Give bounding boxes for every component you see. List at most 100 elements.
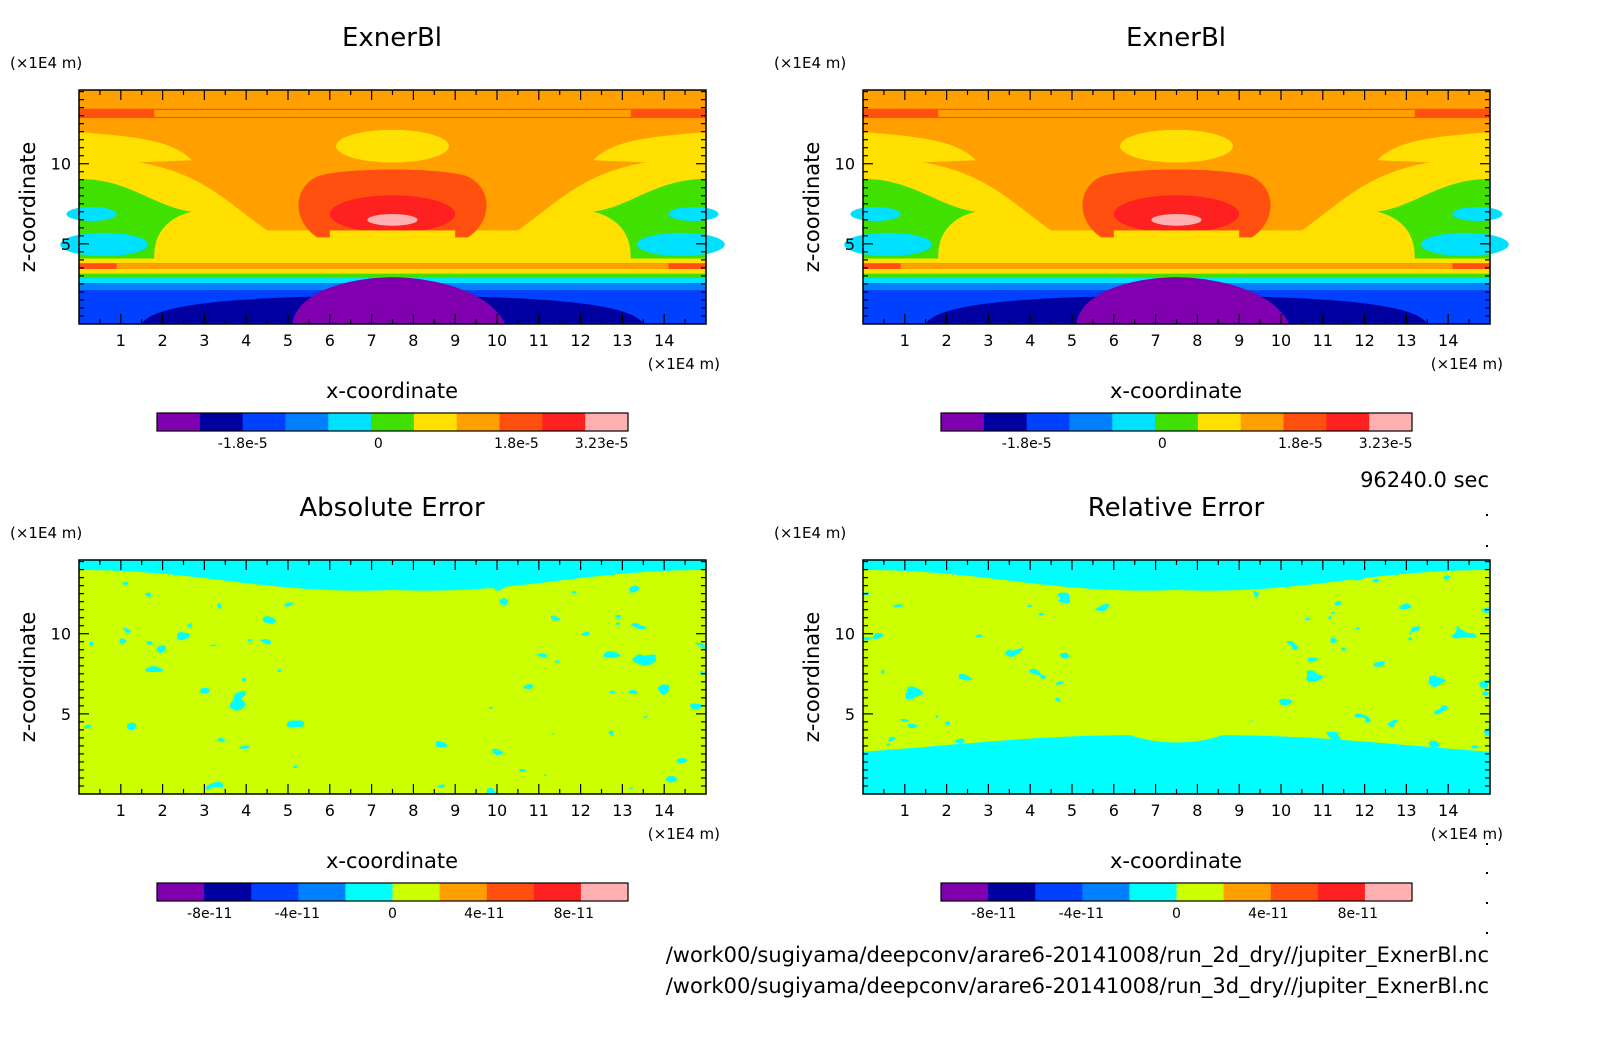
colorbar-swatch bbox=[1317, 883, 1366, 901]
x-tick-label: 9 bbox=[450, 801, 460, 820]
x-tick-label: 11 bbox=[1313, 801, 1333, 820]
colorbar-swatch bbox=[988, 883, 1036, 901]
colorbar-swatch bbox=[328, 413, 372, 431]
colorbar-label: -1.8e-5 bbox=[218, 436, 268, 452]
colorbar-swatch bbox=[941, 413, 985, 431]
x-unit-label: (×1E4 m) bbox=[1431, 825, 1503, 843]
field-band bbox=[593, 132, 706, 165]
field-band bbox=[938, 109, 1415, 117]
colorbar-swatch bbox=[1240, 413, 1285, 431]
colorbar-frame bbox=[156, 412, 629, 432]
colorbar-frame bbox=[940, 412, 1413, 432]
file-path-2: /work00/sugiyama/deepconv/arare6-2014100… bbox=[666, 974, 1489, 999]
x-tick-label: 1 bbox=[116, 801, 126, 820]
x-tick-label: 5 bbox=[1067, 331, 1077, 350]
colorbar: -1.8e-5 0 1.8e-5 3.23e-5 bbox=[940, 412, 1413, 452]
y-tick-label: 10 bbox=[835, 625, 855, 644]
field-band bbox=[1421, 232, 1509, 257]
colorbar-label: 0 bbox=[388, 906, 397, 922]
field-band bbox=[1377, 132, 1490, 165]
x-tick-label: 6 bbox=[1109, 801, 1119, 820]
colorbar: -1.8e-5 0 1.8e-5 3.23e-5 bbox=[156, 412, 629, 452]
field-band bbox=[863, 157, 1490, 273]
colorbar-label: 4e-11 bbox=[464, 906, 504, 922]
colorbar-swatch bbox=[1223, 883, 1272, 901]
error-field bbox=[1069, 592, 1284, 743]
field-band bbox=[292, 277, 506, 324]
field-band bbox=[329, 230, 456, 238]
panel-bottom-right: Relative Error (×1E4 m) (×1E4 m) x-coord… bbox=[774, 493, 1503, 873]
x-tick-label: 2 bbox=[942, 331, 952, 350]
colorbar-swatch bbox=[199, 413, 244, 431]
time-label: 96240.0 sec bbox=[1360, 468, 1489, 492]
x-tick-label: 3 bbox=[199, 331, 209, 350]
file-path-1: /work00/sugiyama/deepconv/arare6-2014100… bbox=[666, 943, 1489, 968]
panel-title: Absolute Error bbox=[299, 493, 485, 523]
colorbar-swatch bbox=[413, 413, 458, 431]
colorbar-swatch bbox=[580, 883, 629, 901]
y-tick-label: 10 bbox=[51, 625, 71, 644]
colorbar-swatch bbox=[533, 883, 582, 901]
field-band bbox=[1452, 207, 1503, 222]
x-tick-label: 3 bbox=[983, 331, 993, 350]
field-band bbox=[154, 109, 631, 117]
colorbar-swatch bbox=[1364, 883, 1413, 901]
colorbar-swatch bbox=[1197, 413, 1242, 431]
x-tick-label: 8 bbox=[1192, 801, 1202, 820]
y-tick-label: 5 bbox=[845, 705, 855, 724]
colorbar-label: -8e-11 bbox=[187, 906, 232, 922]
colorbar: -8e-11 -4e-11 0 4e-11 8e-11 bbox=[156, 882, 629, 922]
x-tick-label: 5 bbox=[283, 331, 293, 350]
panel-title: Relative Error bbox=[1088, 493, 1265, 523]
x-tick-label: 8 bbox=[408, 331, 418, 350]
y-axis-label: z-coordinate bbox=[16, 142, 40, 273]
x-tick-label: 6 bbox=[325, 331, 335, 350]
x-tick-label: 4 bbox=[241, 801, 251, 820]
field-band bbox=[116, 263, 669, 270]
colorbar-swatch bbox=[1369, 413, 1413, 431]
x-tick-label: 1 bbox=[900, 801, 910, 820]
x-tick-label: 1 bbox=[116, 331, 126, 350]
x-tick-label: 8 bbox=[408, 801, 418, 820]
colorbar-label: 8e-11 bbox=[554, 906, 594, 922]
x-axis-label: x-coordinate bbox=[326, 379, 458, 403]
y-unit-label: (×1E4 m) bbox=[774, 524, 846, 542]
colorbar-label: 4e-11 bbox=[1248, 906, 1288, 922]
x-tick-label: 10 bbox=[1271, 331, 1291, 350]
colorbar-label: 0 bbox=[1158, 436, 1167, 452]
x-unit-label: (×1E4 m) bbox=[648, 825, 720, 843]
colorbar-swatch bbox=[392, 883, 441, 901]
field-band bbox=[79, 269, 706, 274]
field-band bbox=[60, 232, 148, 257]
field-band bbox=[79, 157, 706, 273]
colorbar-label: 1.8e-5 bbox=[1278, 436, 1323, 452]
x-tick-label: 8 bbox=[1192, 331, 1202, 350]
field-band bbox=[1113, 230, 1240, 238]
field-band bbox=[79, 132, 192, 165]
colorbar-swatch bbox=[499, 413, 543, 431]
field-band bbox=[1120, 129, 1233, 163]
x-tick-label: 10 bbox=[487, 331, 507, 350]
colorbar-swatch bbox=[1326, 413, 1370, 431]
colorbar-swatch bbox=[1026, 413, 1070, 431]
x-tick-label: 2 bbox=[158, 331, 168, 350]
y-tick-label: 5 bbox=[845, 235, 855, 254]
x-tick-label: 6 bbox=[325, 801, 335, 820]
x-tick-label: 11 bbox=[529, 801, 549, 820]
x-tick-label: 14 bbox=[1438, 331, 1458, 350]
colorbar-swatch bbox=[1129, 883, 1177, 901]
y-unit-label: (×1E4 m) bbox=[10, 54, 82, 72]
colorbar-swatch bbox=[251, 883, 299, 901]
colorbar-swatch bbox=[1270, 883, 1319, 901]
x-tick-label: 14 bbox=[654, 331, 674, 350]
x-axis-label: x-coordinate bbox=[1110, 379, 1242, 403]
y-tick-label: 10 bbox=[835, 155, 855, 174]
y-unit-label: (×1E4 m) bbox=[774, 54, 846, 72]
x-axis-label: x-coordinate bbox=[1110, 849, 1242, 873]
x-tick-label: 13 bbox=[612, 801, 632, 820]
x-tick-label: 10 bbox=[1271, 801, 1291, 820]
x-tick-label: 5 bbox=[1067, 801, 1077, 820]
x-tick-label: 9 bbox=[1234, 801, 1244, 820]
y-axis-label: z-coordinate bbox=[800, 142, 824, 273]
